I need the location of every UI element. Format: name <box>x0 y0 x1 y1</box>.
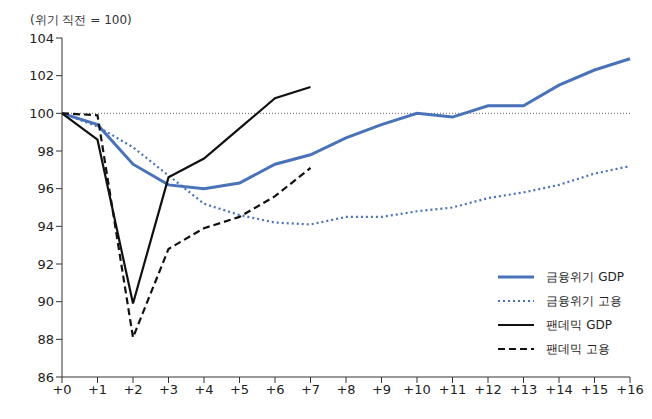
svg-text:+7: +7 <box>301 382 320 397</box>
svg-text:+1: +1 <box>88 382 107 397</box>
svg-text:90: 90 <box>37 294 54 309</box>
svg-text:+6: +6 <box>265 382 284 397</box>
svg-text:+3: +3 <box>159 382 178 397</box>
html-text:(위기 직전 = 100): (위기 직전 = 100) <box>30 13 132 27</box>
svg-text:+10: +10 <box>403 382 430 397</box>
html-text:금융위기 GDP: 금융위기 GDP <box>546 269 624 284</box>
svg-text:92: 92 <box>37 257 54 272</box>
svg-text:+12: +12 <box>474 382 501 397</box>
svg-text:104: 104 <box>29 31 54 46</box>
svg-text:98: 98 <box>37 144 54 159</box>
svg-text:+14: +14 <box>545 382 572 397</box>
svg-text:+0: +0 <box>52 382 71 397</box>
svg-text:+2: +2 <box>123 382 142 397</box>
svg-text:88: 88 <box>37 332 54 347</box>
svg-text:+8: +8 <box>336 382 355 397</box>
svg-text:+11: +11 <box>439 382 466 397</box>
html-text:팬데믹 GDP: 팬데믹 GDP <box>546 317 612 332</box>
svg-text:+9: +9 <box>372 382 391 397</box>
html-text:금융위기 고용: 금융위기 고용 <box>546 293 623 308</box>
svg-text:96: 96 <box>37 181 54 196</box>
html-text:팬데믹 고용: 팬데믹 고용 <box>546 341 611 356</box>
svg-text:+16: +16 <box>616 382 643 397</box>
svg-text:+4: +4 <box>194 382 213 397</box>
svg-text:+15: +15 <box>581 382 608 397</box>
svg-text:+13: +13 <box>510 382 537 397</box>
svg-text:102: 102 <box>29 68 54 83</box>
svg-text:100: 100 <box>29 106 54 121</box>
svg-text:94: 94 <box>37 219 54 234</box>
svg-text:+5: +5 <box>230 382 249 397</box>
svg-text:86: 86 <box>37 370 54 385</box>
